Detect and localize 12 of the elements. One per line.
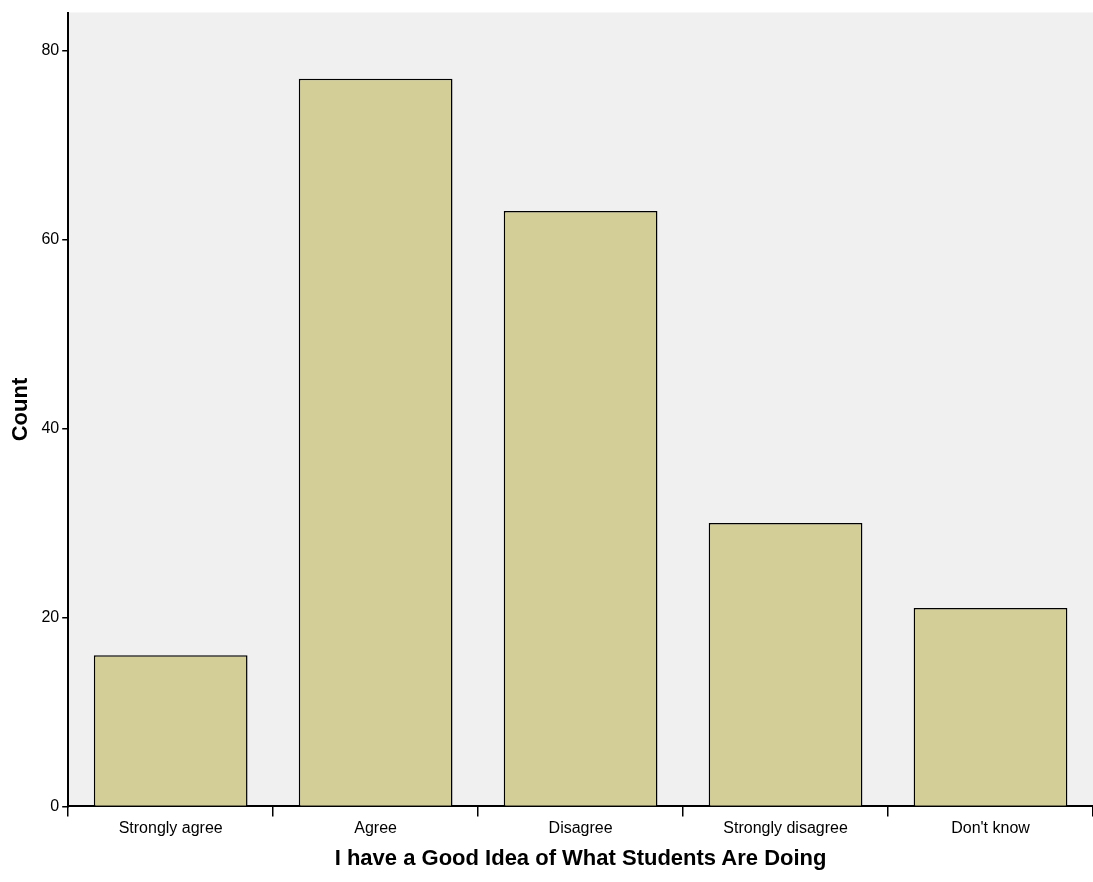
x-tick-label: Strongly agree [118, 819, 223, 837]
x-tick-label: Disagree [548, 819, 613, 837]
x-tick-label: Agree [354, 819, 398, 837]
x-tick-label: Strongly disagree [723, 819, 848, 837]
x-axis-title: I have a Good Idea of What Students Are Doing [334, 844, 827, 870]
y-tick-label: 20 [41, 607, 60, 625]
y-axis-title: Count [7, 377, 33, 442]
y-tick-label: 60 [41, 229, 60, 247]
y-tick-label: 80 [41, 40, 60, 58]
y-tick-label: 40 [41, 418, 60, 436]
x-tick-label: Don't know [951, 819, 1031, 837]
y-tick-label: 0 [50, 796, 60, 814]
